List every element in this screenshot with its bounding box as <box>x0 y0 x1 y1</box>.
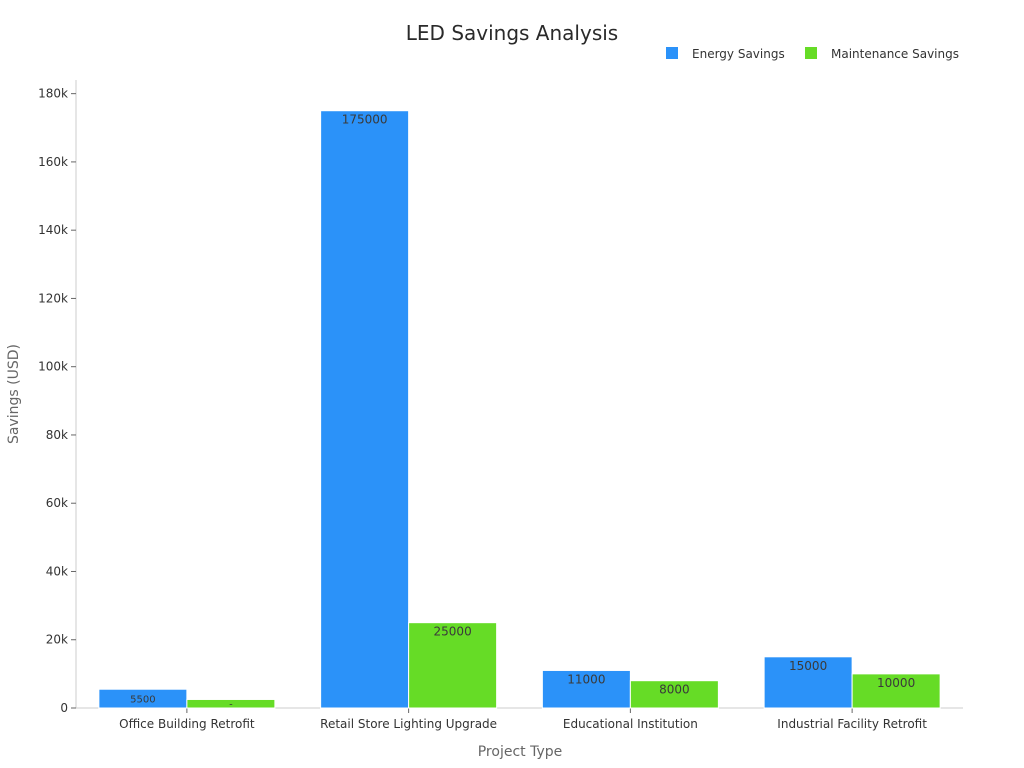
x-axis-title: Project Type <box>478 744 563 760</box>
y-tick-label: 140k <box>38 223 68 237</box>
bar <box>186 698 276 709</box>
x-tick-label: Retail Store Lighting Upgrade <box>320 717 497 731</box>
legend-swatch <box>666 47 678 59</box>
bars <box>98 110 941 709</box>
x-tick-label: Educational Institution <box>563 717 698 731</box>
y-axis: 0 20k 40k 60k 80k 100k 120k 140k 160k 180k <box>38 80 77 715</box>
legend-label: Energy Savings <box>692 47 785 61</box>
bar <box>851 673 941 709</box>
legend-swatch <box>805 47 817 59</box>
y-tick-label: 80k <box>46 428 68 442</box>
bar-value-label: 175000 <box>342 113 388 127</box>
bar-value-label: 5500 <box>130 695 155 706</box>
y-tick-label: 0 <box>60 701 68 715</box>
x-tick-label: Office Building Retrofit <box>119 717 255 731</box>
x-tick-label: Industrial Facility Retrofit <box>777 717 927 731</box>
bar <box>541 669 631 709</box>
bar-value-label: 8000 <box>659 683 690 697</box>
chart-title: LED Savings Analysis <box>406 21 618 45</box>
y-tick-label: 20k <box>46 633 68 647</box>
y-tick-label: 60k <box>46 496 68 510</box>
bar <box>98 688 188 709</box>
bar <box>320 110 410 709</box>
y-tick-label: 160k <box>38 155 68 169</box>
bar-value-label: 15000 <box>789 659 827 673</box>
y-tick-label: 120k <box>38 291 68 305</box>
data-labels: 5500 - 175000 25000 11000 8000 15000 10000 <box>130 113 915 711</box>
bar <box>408 622 498 709</box>
y-tick-label: 100k <box>38 360 68 374</box>
bar-value-label: 25000 <box>434 625 472 639</box>
y-tick-label: 40k <box>46 564 68 578</box>
y-axis-title: Savings (USD) <box>6 344 22 444</box>
x-axis: Office Building Retrofit Retail Store Lig… <box>76 707 963 731</box>
legend-label: Maintenance Savings <box>831 47 959 61</box>
bar-value-label: 11000 <box>567 672 605 686</box>
bar <box>629 680 719 709</box>
bar-value-label: 10000 <box>877 676 915 690</box>
legend: Energy Savings Maintenance Savings <box>666 47 959 61</box>
bar-value-label: - <box>229 700 233 711</box>
bar <box>763 656 853 709</box>
y-tick-label: 180k <box>38 87 68 101</box>
